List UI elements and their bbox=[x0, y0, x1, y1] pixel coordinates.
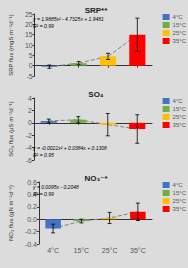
svg-text:4°C: 4°C bbox=[173, 98, 184, 104]
svg-text:0: 0 bbox=[28, 119, 32, 126]
svg-text:35°C: 35°C bbox=[173, 38, 187, 44]
svg-text:y = 1.9885x² - 4.7325x + 1.948: y = 1.9885x² - 4.7325x + 1.9481 bbox=[32, 16, 104, 22]
svg-text:-5: -5 bbox=[26, 73, 32, 80]
svg-text:R² = 0.99: R² = 0.99 bbox=[33, 191, 54, 197]
svg-text:25: 25 bbox=[25, 11, 33, 18]
svg-text:25°C: 25°C bbox=[173, 198, 187, 204]
svg-text:SO₄ flux (μS m⁻²d⁻¹): SO₄ flux (μS m⁻²d⁻¹) bbox=[8, 101, 14, 157]
svg-text:0.2: 0.2 bbox=[27, 203, 37, 210]
svg-text:0: 0 bbox=[29, 62, 33, 69]
svg-text:15°C: 15°C bbox=[173, 106, 187, 112]
svg-text:15°C: 15°C bbox=[173, 22, 187, 28]
svg-text:-0.4: -0.4 bbox=[25, 241, 37, 248]
svg-text:25°C: 25°C bbox=[173, 30, 187, 36]
svg-text:y = -0.0022x² + 0.0384x + 0.13: y = -0.0022x² + 0.0384x + 0.1308 bbox=[32, 145, 107, 151]
svg-text:2: 2 bbox=[28, 107, 32, 114]
svg-text:R² = 0.99: R² = 0.99 bbox=[33, 23, 54, 29]
svg-text:25°C: 25°C bbox=[173, 114, 187, 120]
svg-text:-4: -4 bbox=[26, 144, 32, 151]
svg-text:-6: -6 bbox=[26, 157, 32, 164]
svg-text:SRP flux (mgS m⁻²d⁻¹): SRP flux (mgS m⁻²d⁻¹) bbox=[8, 14, 14, 76]
svg-text:NO₃ flux (gN m⁻²d⁻¹): NO₃ flux (gN m⁻²d⁻¹) bbox=[8, 185, 14, 241]
svg-text:15°C: 15°C bbox=[74, 247, 90, 254]
svg-text:35°C: 35°C bbox=[130, 247, 146, 254]
svg-text:y = 0.0095x - 0.2048: y = 0.0095x - 0.2048 bbox=[32, 184, 79, 190]
svg-text:R² = 0.95: R² = 0.95 bbox=[33, 152, 54, 158]
svg-text:35°C: 35°C bbox=[173, 122, 187, 128]
svg-text:15: 15 bbox=[25, 31, 33, 38]
svg-text:0.0: 0.0 bbox=[27, 216, 37, 223]
svg-text:4°C: 4°C bbox=[47, 247, 59, 254]
svg-text:4: 4 bbox=[28, 95, 32, 102]
svg-text:10: 10 bbox=[25, 42, 33, 49]
svg-text:SRP**: SRP** bbox=[85, 6, 109, 15]
svg-text:-2: -2 bbox=[26, 132, 32, 139]
svg-text:SO₄: SO₄ bbox=[88, 90, 104, 99]
svg-text:35°C: 35°C bbox=[173, 206, 187, 212]
svg-text:NO₃⁻*: NO₃⁻* bbox=[84, 174, 108, 183]
svg-text:25°C: 25°C bbox=[102, 247, 118, 254]
svg-text:15°C: 15°C bbox=[173, 190, 187, 196]
svg-text:4°C: 4°C bbox=[173, 14, 184, 20]
svg-text:4°C: 4°C bbox=[173, 182, 184, 188]
svg-text:20: 20 bbox=[25, 21, 33, 28]
svg-text:5: 5 bbox=[29, 52, 33, 59]
svg-text:-0.2: -0.2 bbox=[25, 228, 37, 235]
svg-text:0.6: 0.6 bbox=[27, 178, 37, 186]
